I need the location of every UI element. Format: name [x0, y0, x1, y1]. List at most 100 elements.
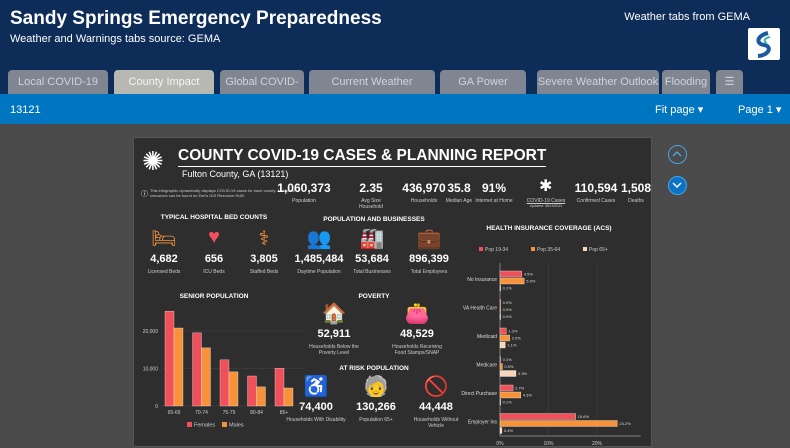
tab-power-outages[interactable]: GA Power Outages — [440, 70, 526, 112]
y-tick-label: 10,000 — [143, 367, 159, 373]
bed-icon: 🛏 — [151, 228, 177, 250]
stat-label: Avg Size Household — [359, 198, 383, 210]
bar-data-label: 2.0% — [512, 336, 522, 341]
tab-more-menu[interactable]: ☰ — [716, 70, 743, 94]
popbiz-value: 53,684 — [355, 253, 389, 265]
insurance-bar — [499, 427, 503, 434]
app-subtitle: Weather and Warnings tabs source: GEMA — [10, 33, 221, 45]
beds-label: Staffed Beds — [249, 269, 279, 275]
stat-label: Households — [410, 198, 438, 204]
senior-bar-females — [219, 359, 230, 407]
legend-label: Pop 65+ — [589, 247, 608, 253]
legend-swatch — [531, 247, 535, 251]
insurance-bar — [499, 356, 501, 363]
insurance-bar — [499, 299, 501, 306]
beds-label: Licensed Beds — [147, 269, 181, 275]
poverty-title: POVERTY — [358, 293, 390, 300]
senior-bar-females — [274, 367, 285, 407]
insurance-bar — [499, 327, 507, 335]
bar-data-label: 0.1% — [503, 400, 513, 405]
tab-global-covid[interactable]: Global COVID-19 — [220, 70, 304, 112]
covid-asterisk-icon: ✱ — [539, 178, 553, 195]
elderly-icon: 🧓 — [363, 376, 389, 398]
info-icon: ⓘ — [141, 191, 148, 198]
stat-label: Internet at Home — [475, 198, 513, 204]
virus-icon: ✺ — [142, 146, 164, 176]
covid-cases-link[interactable]: COVID-19 Cases — [526, 198, 566, 204]
bar-data-label: 4.3% — [523, 393, 533, 398]
insurance-bar — [499, 334, 510, 342]
insurance-title: HEALTH INSURANCE COVERAGE (ACS) — [486, 225, 612, 232]
senior-bar-males — [283, 387, 294, 407]
insurance-bar — [499, 420, 618, 427]
senior-bar-males — [201, 347, 211, 407]
next-page-button[interactable] — [668, 176, 687, 195]
bar-data-label: 5.0% — [526, 279, 536, 284]
bar-data-label: 24.2% — [619, 421, 631, 426]
tab-weather-warnings[interactable]: Current Weather Warnings — [309, 70, 435, 112]
legend-swatch — [583, 247, 587, 251]
x-tick-label: 0% — [496, 441, 504, 447]
legend-swatch — [479, 247, 483, 251]
atrisk-label: Households Without Vehicle — [413, 417, 459, 429]
tab-county-impact[interactable]: County Impact Chart — [114, 70, 214, 112]
insurance-bar — [499, 413, 576, 420]
popbiz-label: Total Businesses — [353, 269, 391, 275]
insurance-chart: Pop 19-34 Pop 35-64 Pop 65+ 0% 10% 20% No Insu… — [461, 247, 641, 447]
bar-data-label: 0.5% — [504, 364, 514, 369]
tab-severe-outlook[interactable]: Severe Weather Outlook — [537, 70, 659, 94]
stat-label: Population — [292, 198, 316, 204]
stat-value: 1,060,373 — [277, 181, 331, 195]
page-dropdown[interactable]: Page 1 ▾ — [738, 104, 782, 116]
county-name: Fulton County, GA (13121) — [182, 169, 289, 179]
atrisk-value: 74,400 — [299, 401, 333, 413]
insurance-bar — [499, 306, 501, 313]
senior-bar-males — [173, 327, 184, 407]
poverty-value: 48,529 — [400, 328, 434, 340]
fit-page-dropdown[interactable]: Fit page ▾ — [655, 104, 704, 116]
legend-label: Males — [229, 423, 244, 429]
briefcase-icon: 💼 — [416, 228, 442, 250]
beds-value: 4,682 — [150, 253, 178, 265]
x-tick-label: 70-74 — [195, 410, 208, 416]
poverty-label: Households Receiving Food Stamps/SNAP — [392, 344, 442, 356]
wheelchair-icon: ♿ — [303, 376, 329, 398]
category-label: Medicare — [476, 363, 497, 369]
category-label: Medicaid — [477, 334, 497, 340]
tab-local-covid[interactable]: Local COVID-19 Data — [8, 70, 108, 112]
stat-value: 2.35 — [359, 181, 383, 195]
stat-value: 35.8 — [447, 181, 471, 195]
wallet-icon: 👛 — [404, 303, 430, 325]
stat-label: Median Age — [445, 198, 473, 204]
y-tick-label: 20,000 — [143, 329, 159, 335]
insurance-bar — [499, 270, 522, 278]
atrisk-value: 44,448 — [419, 401, 453, 413]
x-tick-label: 65-69 — [168, 410, 181, 416]
insurance-bar — [499, 391, 522, 399]
senior-population-chart: 0 10,000 20,000 65-69 70-74 75-79 80-84 85+ Fema… — [143, 310, 304, 429]
stethoscope-icon: ⚕ — [258, 228, 270, 250]
beds-value: 3,805 — [250, 253, 278, 265]
x-tick-label: 85+ — [280, 410, 289, 416]
bar-data-label: 4.5% — [524, 272, 534, 277]
x-tick-label: 75-79 — [223, 410, 236, 416]
popbiz-value: 1,485,484 — [294, 253, 344, 265]
bar-data-label: 2.7% — [515, 386, 525, 391]
report-id: 13121 — [10, 104, 41, 116]
senior-bar-females — [247, 375, 257, 407]
previous-page-button[interactable] — [668, 145, 687, 164]
toolbar: 13121 Fit page ▾ Page 1 ▾ — [0, 94, 790, 124]
category-label: Direct Purchase — [461, 391, 497, 397]
popbiz-label: Total Employees — [410, 269, 448, 275]
covid-updated: Updated: 08/19/2021 — [529, 204, 563, 208]
popbiz-value: 896,399 — [409, 253, 449, 265]
beds-label: ICU Beds — [203, 269, 225, 275]
bar-data-label: 0.1% — [503, 357, 513, 362]
house-down-icon: 🏠 — [321, 303, 347, 325]
bar-data-label: 1.3% — [508, 329, 518, 334]
tab-flooding[interactable]: Flooding — [662, 70, 710, 94]
bar-data-label: 0.1% — [503, 286, 513, 291]
header-right-text: Weather tabs from GEMA — [624, 11, 750, 23]
bar-data-label: 0.0% — [503, 300, 513, 305]
x-tick-label: 80-84 — [250, 410, 263, 416]
